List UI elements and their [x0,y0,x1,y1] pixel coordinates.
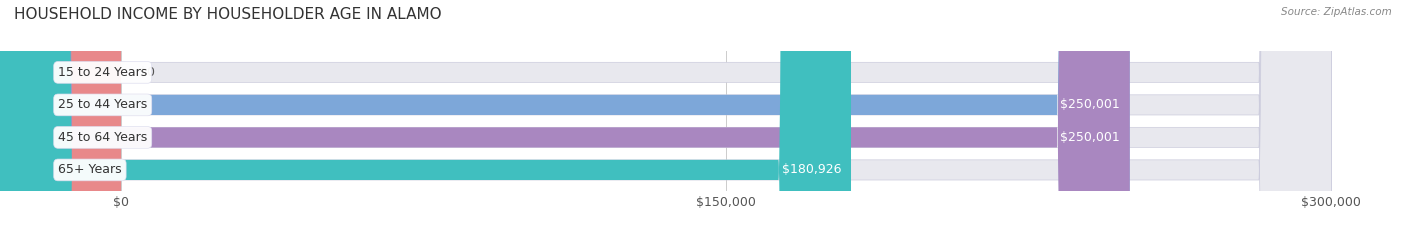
Text: $180,926: $180,926 [782,163,841,176]
FancyBboxPatch shape [0,0,1331,233]
FancyBboxPatch shape [0,0,851,233]
Text: $250,001: $250,001 [1060,131,1121,144]
Text: 15 to 24 Years: 15 to 24 Years [58,66,148,79]
FancyBboxPatch shape [0,0,1331,233]
FancyBboxPatch shape [0,0,1129,233]
FancyBboxPatch shape [0,0,1129,233]
FancyBboxPatch shape [0,0,1331,233]
Text: 25 to 44 Years: 25 to 44 Years [58,98,148,111]
Text: $0: $0 [139,66,155,79]
Text: $250,001: $250,001 [1060,98,1121,111]
Text: 65+ Years: 65+ Years [58,163,122,176]
Text: HOUSEHOLD INCOME BY HOUSEHOLDER AGE IN ALAMO: HOUSEHOLD INCOME BY HOUSEHOLDER AGE IN A… [14,7,441,22]
Text: 45 to 64 Years: 45 to 64 Years [58,131,148,144]
FancyBboxPatch shape [0,0,121,233]
FancyBboxPatch shape [0,0,1331,233]
Text: Source: ZipAtlas.com: Source: ZipAtlas.com [1281,7,1392,17]
